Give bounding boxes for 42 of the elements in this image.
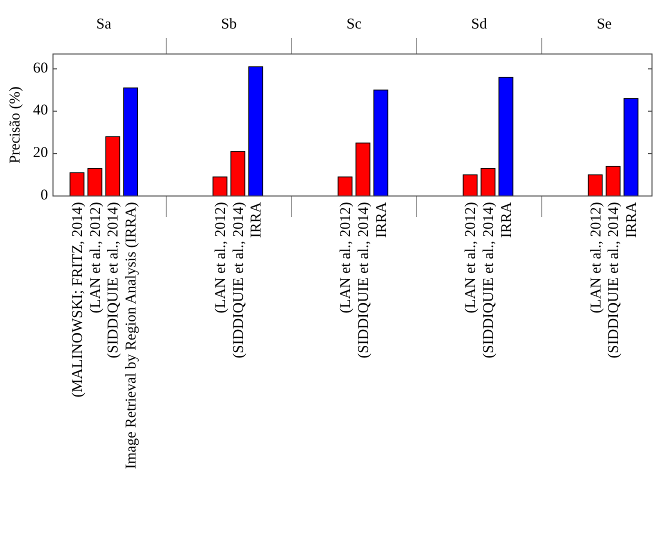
- x-tick-label: (SIDDIQUIE et al., 2014): [106, 202, 122, 358]
- text: Sb: [220, 16, 237, 32]
- text: Sc: [346, 16, 362, 32]
- bar: [248, 66, 264, 196]
- text: Sd: [471, 16, 488, 32]
- y-tick-label: 0: [40, 187, 48, 204]
- y-axis-title: Precisão (%): [7, 86, 24, 164]
- bar: [87, 168, 102, 196]
- y-tick-label: 20: [33, 145, 48, 162]
- x-tick-label: (LAN et al., 2012): [588, 202, 604, 314]
- x-tick-label: (SIDDIQUIE et al., 2014): [481, 202, 498, 358]
- text: Se: [596, 16, 612, 32]
- x-tick-label: IRRA: [374, 202, 390, 238]
- bar: [624, 98, 638, 196]
- bar: [373, 90, 388, 196]
- bar: [498, 76, 514, 196]
- x-tick-label: (LAN et al., 2012): [338, 202, 354, 314]
- y-tick-label: 60: [33, 60, 48, 76]
- x-tick-label: (SIDDIQUIE et al., 2014): [606, 202, 622, 358]
- x-tick-label: Image Retrieval by Region Analysis (IRRA): [124, 202, 140, 470]
- x-tick-label: IRRA: [498, 202, 515, 238]
- x-tick-label: (SIDDIQUIE et al., 2014): [356, 202, 372, 358]
- bar: [123, 88, 138, 196]
- bar: [338, 176, 352, 196]
- x-tick-label: IRRA: [248, 202, 265, 238]
- bar: [462, 174, 478, 196]
- bar: [480, 168, 496, 196]
- x-tick-label: (LAN et al., 2012): [88, 202, 104, 314]
- y-tick-label: 40: [33, 102, 48, 119]
- bar: [212, 176, 228, 196]
- bar: [588, 174, 603, 196]
- x-tick-label: IRRA: [624, 202, 640, 238]
- bar: [356, 142, 370, 196]
- x-tick-label: (LAN et al., 2012): [212, 202, 229, 314]
- x-tick-label: (MALINOWSKI; FRITZ, 2014): [70, 202, 86, 398]
- bar: [105, 136, 120, 196]
- text: Sa: [96, 16, 112, 32]
- bar: [606, 166, 621, 196]
- x-tick-label: (LAN et al., 2012): [463, 202, 480, 314]
- bar: [70, 172, 84, 196]
- bar: [230, 151, 246, 196]
- x-tick-label: (SIDDIQUIE et al., 2014): [230, 202, 247, 358]
